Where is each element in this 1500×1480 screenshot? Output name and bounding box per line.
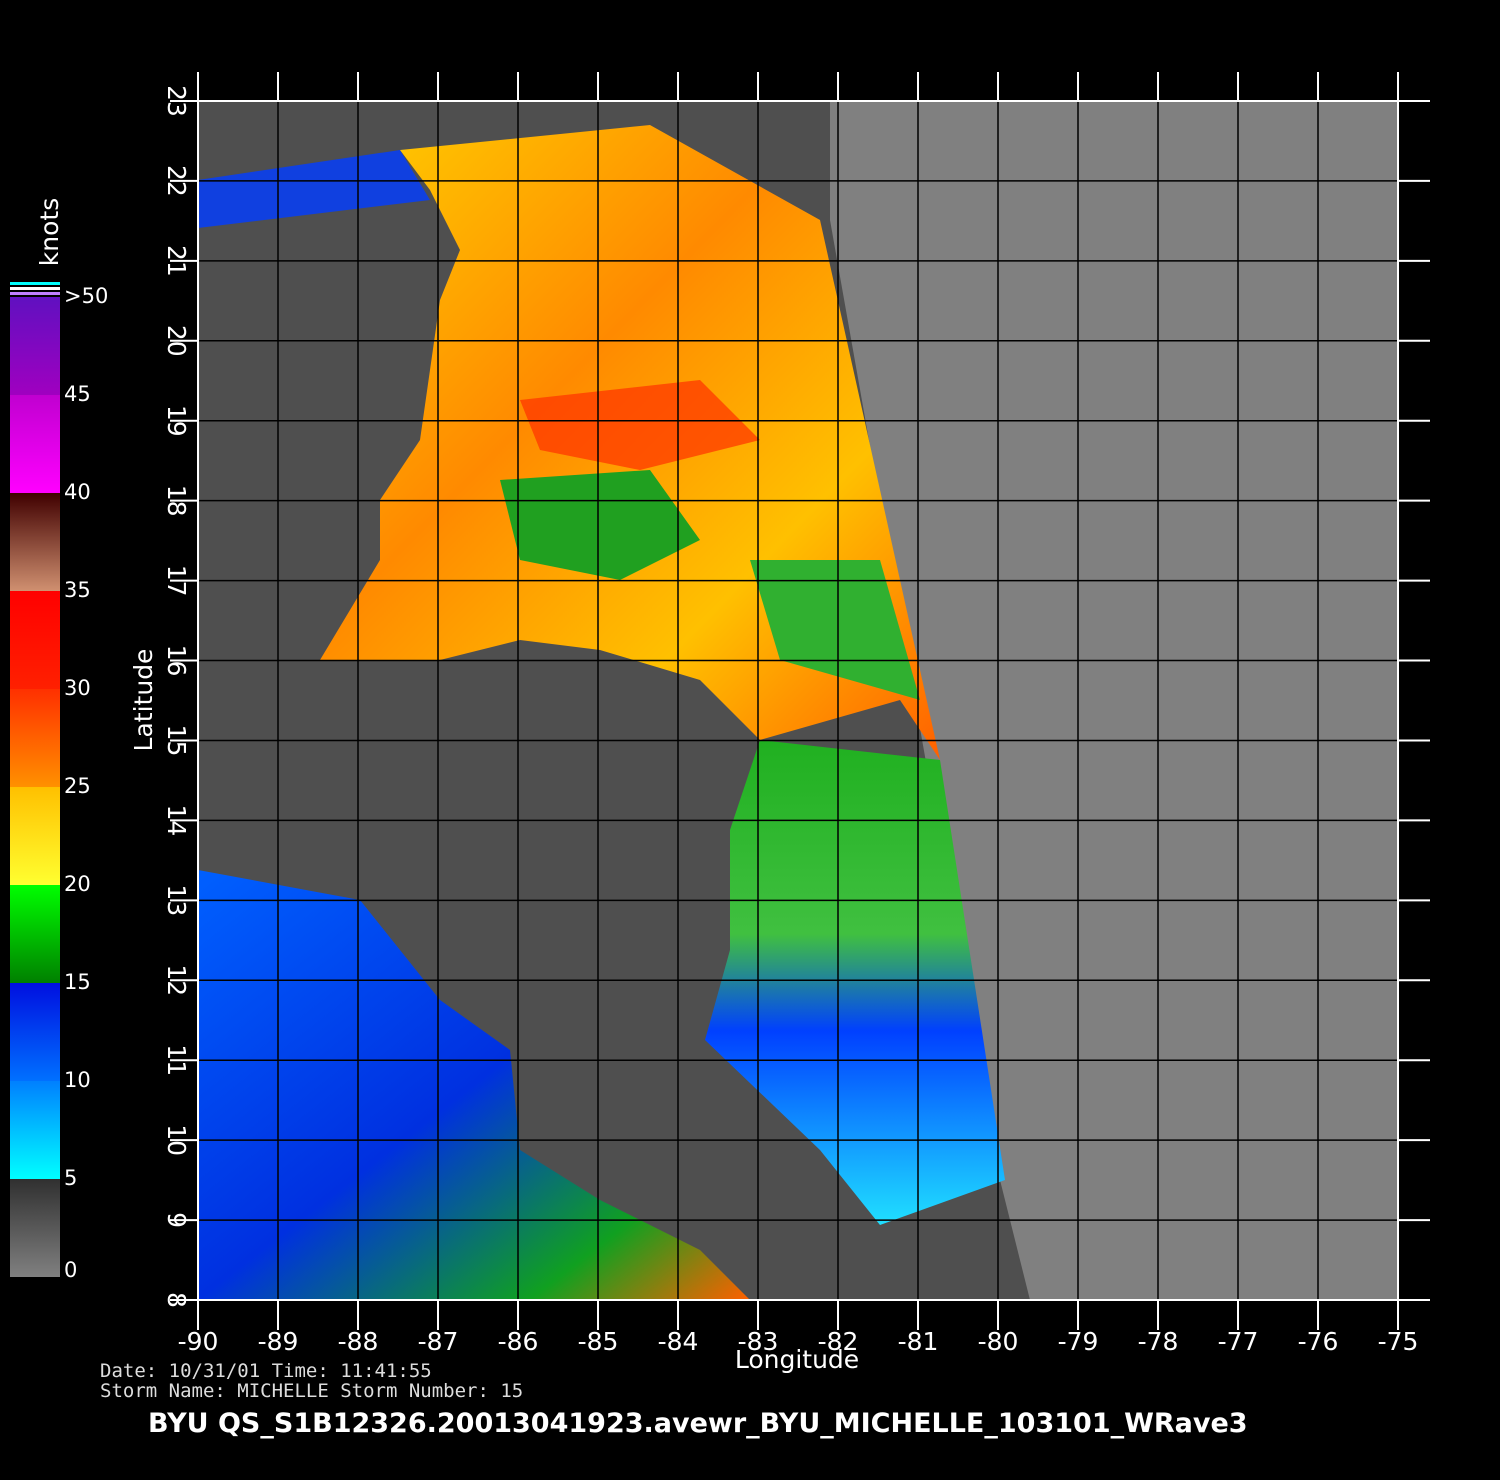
colorbar-label: 25 xyxy=(64,774,91,798)
y-tick-label: 19 xyxy=(162,405,191,437)
colorbar-label: 10 xyxy=(64,1068,91,1092)
colorbar-label: 15 xyxy=(64,970,91,994)
x-tick-label: -79 xyxy=(1058,1327,1099,1356)
x-tick-label: -76 xyxy=(1298,1327,1339,1356)
colorbar-band xyxy=(10,1179,60,1277)
swath xyxy=(198,150,430,228)
colorbar-cap xyxy=(10,292,60,295)
x-tick-label: -86 xyxy=(498,1327,539,1356)
x-tick-label: -83 xyxy=(738,1327,779,1356)
y-tick-label: 22 xyxy=(162,165,191,197)
swath-patch xyxy=(520,380,760,470)
colorbar-label: 20 xyxy=(64,872,91,896)
y-tick-label: 16 xyxy=(162,645,191,677)
y-tick-label: 12 xyxy=(162,964,191,996)
colorbar-cap xyxy=(10,282,60,285)
colorbar-label: 30 xyxy=(64,676,91,700)
x-tick-label: -82 xyxy=(818,1327,859,1356)
y-tick-label: 21 xyxy=(162,245,191,277)
colorbar-label: 5 xyxy=(64,1166,77,1190)
swath xyxy=(705,740,1005,1225)
colorbar-band xyxy=(10,983,60,1081)
x-tick-label: -88 xyxy=(338,1327,379,1356)
x-tick-label: -78 xyxy=(1138,1327,1179,1356)
x-tick-label: -84 xyxy=(658,1327,699,1356)
y-tick-label: 17 xyxy=(162,565,191,597)
colorbar-band xyxy=(10,885,60,983)
colorbar-band xyxy=(10,493,60,591)
y-axis-label: Latitude xyxy=(129,649,158,752)
colorbar-label: 0 xyxy=(64,1258,77,1282)
colorbar-cap xyxy=(10,287,60,290)
colorbar xyxy=(10,282,60,1277)
x-tick-label: -89 xyxy=(258,1327,299,1356)
x-tick-label: -81 xyxy=(898,1327,939,1356)
x-tick-label: -80 xyxy=(978,1327,1019,1356)
y-tick-label: 11 xyxy=(162,1044,191,1076)
colorbar-band xyxy=(10,395,60,493)
x-tick-label: -77 xyxy=(1218,1327,1259,1356)
swath-patch xyxy=(750,560,920,700)
x-tick-label: -85 xyxy=(578,1327,619,1356)
y-tick-label: 23 xyxy=(162,85,191,117)
x-tick-label: -87 xyxy=(418,1327,459,1356)
wind-imagery xyxy=(198,101,1398,1300)
y-tick-label: 13 xyxy=(162,884,191,916)
x-axis-label: Longitude xyxy=(735,1345,859,1374)
swath xyxy=(198,870,750,1300)
footer-date: Date: 10/31/01 Time: 11:41:55 xyxy=(100,1360,432,1382)
colorbar-unit: knots xyxy=(35,198,64,266)
y-tick-label: 10 xyxy=(162,1124,191,1156)
colorbar-band xyxy=(10,689,60,787)
colorbar-band xyxy=(10,297,60,395)
y-tick-label: 14 xyxy=(162,804,191,836)
colorbar-label: 35 xyxy=(64,578,91,602)
y-tick-label: 20 xyxy=(162,325,191,357)
axes xyxy=(170,72,1430,1330)
y-tick-label: 9 xyxy=(162,1212,191,1228)
x-tick-label: -90 xyxy=(178,1327,219,1356)
footer-storm: Storm Name: MICHELLE Storm Number: 15 xyxy=(100,1380,523,1402)
colorbar-label: 40 xyxy=(64,480,91,504)
colorbar-band xyxy=(10,787,60,885)
y-tick-label: 8 xyxy=(162,1292,191,1308)
x-tick-label: -75 xyxy=(1378,1327,1419,1356)
y-tick-label: 18 xyxy=(162,485,191,517)
footer-title: BYU QS_S1B12326.20013041923.avewr_BYU_MI… xyxy=(148,1408,1248,1439)
y-tick-label: 15 xyxy=(162,725,191,757)
colorbar-band xyxy=(10,1081,60,1179)
colorbar-label: >50 xyxy=(64,284,108,308)
colorbar-band xyxy=(10,591,60,689)
swath-patch xyxy=(500,470,700,580)
colorbar-label: 45 xyxy=(64,382,91,406)
